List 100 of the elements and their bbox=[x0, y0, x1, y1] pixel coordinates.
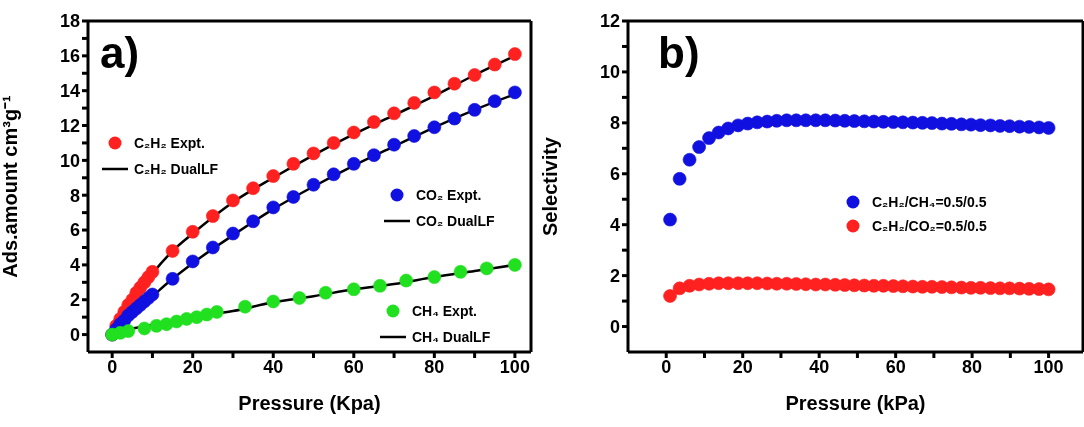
legend-label: C₂H₂ Expt. bbox=[134, 135, 205, 151]
point bbox=[387, 106, 402, 121]
point bbox=[165, 243, 180, 258]
point bbox=[346, 282, 361, 297]
point bbox=[306, 177, 321, 192]
point bbox=[286, 156, 301, 171]
point bbox=[479, 261, 494, 276]
y-tick-label: 8 bbox=[69, 185, 80, 206]
point bbox=[292, 291, 307, 305]
point bbox=[507, 257, 522, 272]
y-tick-label: 10 bbox=[599, 62, 620, 83]
point bbox=[399, 273, 414, 288]
y-tick-label: 0 bbox=[69, 324, 80, 345]
x-axis-title: Pressure (Kpa) bbox=[238, 392, 381, 414]
point bbox=[205, 209, 220, 224]
point bbox=[346, 125, 361, 140]
point bbox=[366, 148, 381, 163]
point bbox=[372, 278, 387, 293]
point bbox=[427, 270, 442, 285]
y-tick-label: 16 bbox=[59, 46, 80, 67]
y-tick-label: 6 bbox=[609, 164, 620, 185]
point bbox=[306, 146, 321, 161]
y-tick-label: 6 bbox=[69, 220, 80, 241]
point bbox=[663, 212, 678, 227]
annotation: b) bbox=[658, 28, 700, 78]
y-tick-label: 12 bbox=[599, 11, 620, 32]
point bbox=[453, 264, 468, 279]
x-tick-label: 80 bbox=[424, 356, 445, 377]
annotation: a) bbox=[100, 28, 140, 78]
point bbox=[318, 285, 333, 300]
x-tick-label: 40 bbox=[809, 356, 830, 377]
x-tick-label: 20 bbox=[182, 356, 203, 377]
x-tick-label: 60 bbox=[885, 356, 906, 377]
y-tick-label: 0 bbox=[609, 316, 620, 337]
point bbox=[266, 294, 281, 309]
y-axis-title: Selectivity bbox=[539, 136, 562, 236]
y-tick-label: 18 bbox=[59, 11, 80, 32]
x-axis-title: Pressure (kPa) bbox=[785, 392, 926, 414]
point bbox=[507, 85, 522, 100]
legend-label: CH₄ Expt. bbox=[412, 303, 478, 319]
y-tick-label: 2 bbox=[69, 290, 80, 311]
point bbox=[326, 167, 341, 182]
y-tick-label: 4 bbox=[609, 215, 620, 236]
x-tick-label: 80 bbox=[962, 356, 983, 377]
point bbox=[246, 181, 261, 196]
y-tick-label: 14 bbox=[59, 81, 80, 102]
legend-label: C₂H₂ DualLF bbox=[134, 161, 218, 177]
legend-label: CO₂ DualLF bbox=[416, 213, 495, 229]
point bbox=[205, 240, 220, 255]
point bbox=[467, 68, 482, 83]
point bbox=[487, 57, 502, 72]
point bbox=[407, 128, 422, 143]
y-tick-label: 4 bbox=[69, 255, 80, 276]
legend-label: C₂H₂/CO₂=0.5/0.5 bbox=[872, 218, 987, 234]
point bbox=[692, 140, 707, 155]
x-tick-label: 60 bbox=[343, 356, 364, 377]
y-tick-label: 10 bbox=[59, 150, 80, 171]
point bbox=[266, 200, 281, 215]
point bbox=[326, 135, 341, 150]
point bbox=[1041, 282, 1056, 297]
point bbox=[286, 189, 301, 204]
x-tick-label: 40 bbox=[263, 356, 284, 377]
x-tick-label: 20 bbox=[732, 356, 753, 377]
y-tick-label: 12 bbox=[59, 115, 80, 136]
x-tick-label: 0 bbox=[661, 356, 672, 377]
point bbox=[387, 137, 402, 152]
point bbox=[121, 324, 136, 339]
point bbox=[672, 171, 687, 186]
point bbox=[185, 254, 200, 269]
point bbox=[145, 287, 160, 302]
point bbox=[225, 193, 240, 208]
point bbox=[238, 299, 253, 314]
point bbox=[366, 115, 381, 130]
legend-label: CH₄ DualLF bbox=[412, 329, 491, 345]
x-tick-label: 100 bbox=[499, 356, 530, 377]
point bbox=[246, 214, 261, 229]
y-tick-label: 8 bbox=[609, 113, 620, 134]
point bbox=[447, 76, 462, 91]
point bbox=[346, 156, 361, 171]
legend-label: C₂H₂/CH₄=0.5/0.5 bbox=[872, 194, 987, 210]
point bbox=[467, 102, 482, 117]
point bbox=[165, 271, 180, 286]
legend-label: CO₂ Expt. bbox=[416, 187, 482, 203]
point bbox=[447, 111, 462, 126]
point bbox=[266, 169, 281, 184]
point bbox=[427, 85, 442, 100]
x-tick-label: 100 bbox=[1033, 356, 1064, 377]
point bbox=[487, 94, 502, 109]
point bbox=[137, 321, 152, 336]
point bbox=[1041, 120, 1056, 135]
point bbox=[145, 264, 160, 279]
y-axis-title: Ads.amount cm³g⁻¹ bbox=[0, 94, 22, 278]
y-tick-label: 2 bbox=[609, 266, 620, 287]
point bbox=[682, 152, 697, 167]
point bbox=[427, 120, 442, 135]
point bbox=[507, 47, 522, 62]
x-tick-label: 0 bbox=[107, 356, 118, 377]
point bbox=[185, 224, 200, 239]
point bbox=[209, 304, 224, 319]
point bbox=[225, 226, 240, 241]
